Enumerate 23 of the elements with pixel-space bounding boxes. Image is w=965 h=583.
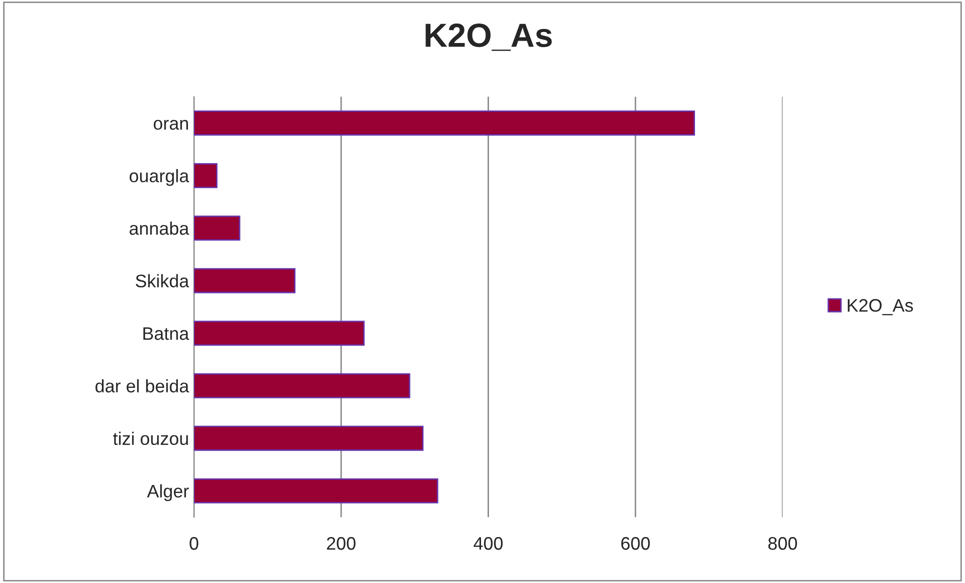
bar	[194, 426, 424, 451]
x-tick-label: 0	[190, 537, 198, 550]
y-tick-label: tizi ouzou	[113, 432, 188, 446]
legend-label: K2O_As	[848, 299, 913, 316]
x-tick-label: 400	[474, 537, 503, 550]
y-tick-label: Skikda	[136, 274, 190, 288]
bar	[194, 163, 218, 188]
x-tick-label: 600	[621, 537, 650, 550]
bar	[194, 268, 296, 294]
y-tick-label: dar el beida	[96, 379, 190, 392]
x-tick-label: 200	[326, 537, 356, 550]
bar	[194, 320, 365, 346]
bar	[194, 373, 410, 398]
bar	[194, 110, 696, 136]
y-tick-label: Batna	[143, 327, 190, 340]
y-tick-label: oran	[154, 120, 188, 130]
chart-title: K2O_As	[426, 24, 552, 51]
x-tick-label: 800	[768, 537, 797, 550]
bar	[194, 216, 240, 241]
y-tick-label: ouargla	[130, 169, 190, 186]
y-tick-label: annaba	[130, 222, 190, 235]
bar	[194, 478, 438, 504]
y-tick-label: Alger	[146, 484, 189, 502]
